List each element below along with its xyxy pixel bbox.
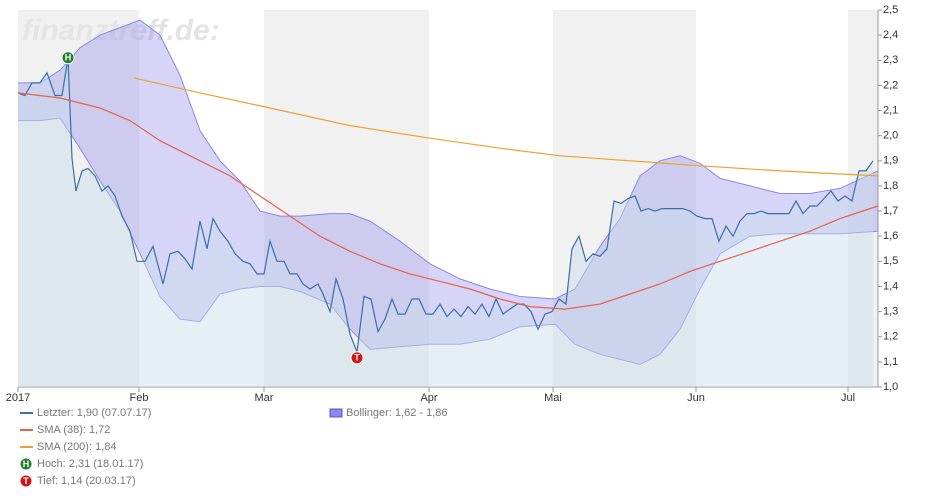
watermark: finanztreff.de: <box>22 14 220 47</box>
series-line <box>17 92 879 310</box>
plot: 1,0 1,1 1,2 1,3 1,4 1,5 1,6 1,7 1,8 1,9 2,0 2,1 2,2 2… <box>6 4 899 404</box>
marker-letter: T <box>23 476 29 486</box>
series-line <box>133 77 879 177</box>
y-tick-label: 2,5 <box>883 4 898 16</box>
marker-letter: H <box>23 459 30 469</box>
legend-label: Bollinger: 1,62 - 1,86 <box>346 407 448 419</box>
y-tick-label: 2,2 <box>883 79 898 91</box>
marker-icon <box>19 474 33 488</box>
y-tick-label: 2,4 <box>883 29 898 41</box>
legend-label: Tief: 1,14 (20.03.17) <box>37 475 136 487</box>
y-tick-label: 2,1 <box>883 104 898 116</box>
y-tick-label: 1,5 <box>883 255 898 267</box>
y-tick-label: 1,9 <box>883 155 898 167</box>
bollinger-lower <box>18 117 879 365</box>
bollinger-upper <box>18 19 879 300</box>
y-tick-label: 1,8 <box>883 180 898 192</box>
marker-icon <box>350 351 364 365</box>
x-tick-label: Mai <box>544 392 562 404</box>
x-tick-label: Jun <box>687 392 705 404</box>
legend: Letzter: 1,90 (07.07.17) SMA (38): 1,72 SM… <box>19 407 448 488</box>
marker-letter: H <box>65 53 72 63</box>
y-tick-label: 1,0 <box>883 381 898 393</box>
x-tick-label: 2017 <box>6 392 30 404</box>
marker-icon <box>19 457 33 471</box>
y-tick-label: 1,3 <box>883 306 898 318</box>
x-tick-label: Feb <box>130 392 149 404</box>
legend-label: SMA (38): 1,72 <box>37 424 110 436</box>
legend-label: Letzter: 1,90 (07.07.17) <box>37 407 151 419</box>
price-area <box>18 57 873 388</box>
y-tick-label: 2,0 <box>883 130 898 142</box>
y-tick-label: 1,4 <box>883 280 898 292</box>
legend-label: SMA (200): 1,84 <box>37 441 117 453</box>
series-line <box>17 57 874 353</box>
marker-icon <box>61 51 75 65</box>
x-tick-label: Mar <box>255 392 274 404</box>
legend-label: Hoch: 2,31 (18.01.17) <box>37 458 143 470</box>
y-tick-label: 1,7 <box>883 205 898 217</box>
y-tick-label: 1,6 <box>883 230 898 242</box>
x-tick-label: Jul <box>841 392 855 404</box>
bollinger-fill <box>18 20 878 365</box>
marker-letter: T <box>354 353 360 363</box>
y-tick-label: 2,3 <box>883 54 898 66</box>
shade-band <box>18 10 139 387</box>
y-tick-label: 1,2 <box>883 331 898 343</box>
legend-swatch <box>329 408 343 418</box>
y-tick-label: 1,1 <box>883 356 898 368</box>
x-tick-label: Apr <box>420 392 437 404</box>
shade-band <box>553 10 696 387</box>
